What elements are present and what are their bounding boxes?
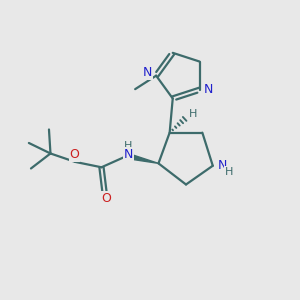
Text: H: H: [225, 167, 233, 177]
Text: O: O: [101, 192, 111, 205]
Text: N: N: [203, 83, 213, 96]
Text: H: H: [124, 141, 133, 151]
Text: H: H: [189, 109, 197, 119]
Text: N: N: [218, 159, 227, 172]
Text: O: O: [70, 148, 80, 161]
Text: N: N: [143, 66, 152, 79]
Polygon shape: [126, 153, 158, 164]
Text: N: N: [124, 148, 133, 161]
